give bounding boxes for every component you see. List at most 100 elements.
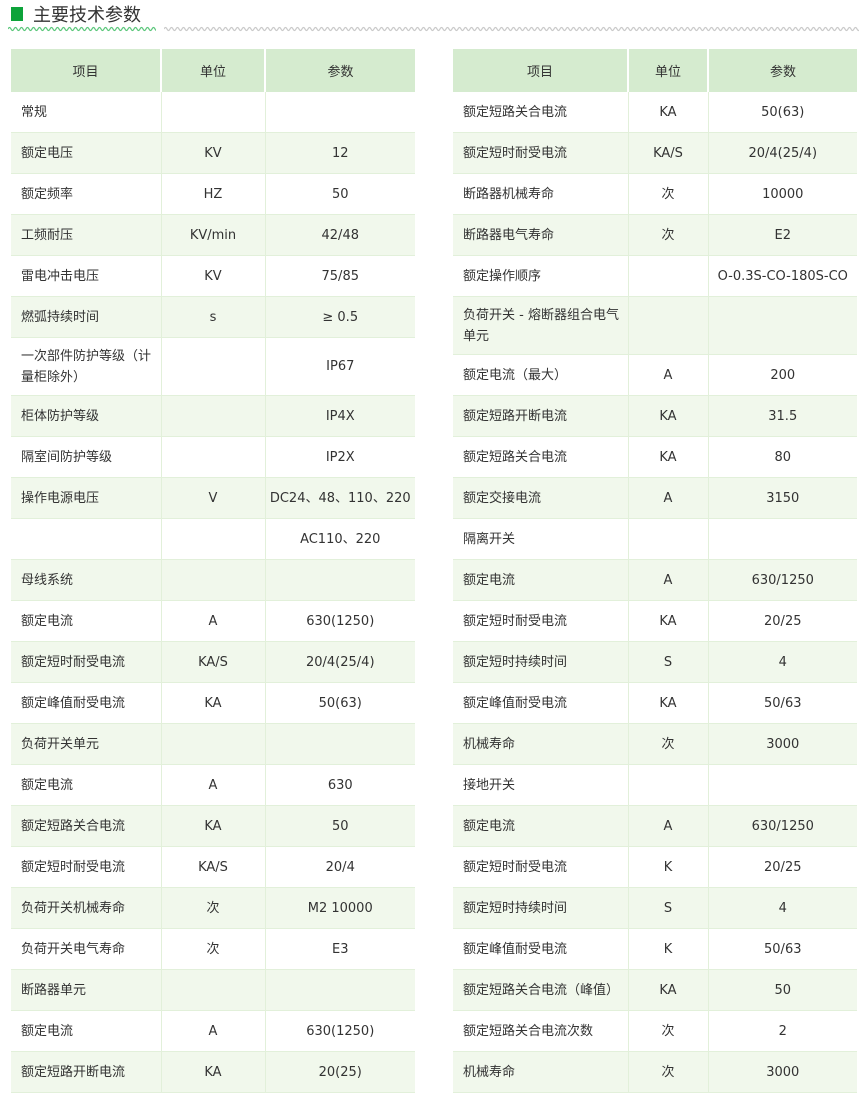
table-row: 额定电流 A 630(1250) [11, 1010, 415, 1052]
param-name: 额定短时耐受电流 [11, 641, 162, 683]
param-unit: S [628, 641, 709, 683]
param-value [265, 92, 415, 133]
param-value: E3 [265, 928, 415, 970]
param-unit [628, 764, 709, 806]
table-row: 额定短时持续时间 S 4 [453, 887, 857, 929]
param-name: 柜体防护等级 [11, 395, 162, 437]
table-row: 操作电源电压 V DC24、48、110、220 [11, 477, 415, 519]
header-item: 项目 [453, 49, 629, 92]
wave-divider [164, 26, 859, 32]
param-unit [161, 395, 266, 437]
param-unit: KA/S [628, 132, 709, 174]
param-name: 额定电压 [11, 132, 162, 174]
param-value: M2 10000 [265, 887, 415, 929]
table-row: 接地开关 [453, 764, 857, 806]
param-unit [161, 723, 266, 765]
left-parameter-table: 项目 单位 参数 常规 额定电压 KV 12 额定频率 HZ 50 工频耐压 KV/min 42/… [11, 49, 415, 1093]
param-name: 额定操作顺序 [453, 255, 629, 297]
param-name: 断路器机械寿命 [453, 173, 629, 215]
param-name: 额定短路关合电流 [11, 805, 162, 847]
param-value: 12 [265, 132, 415, 174]
param-value: 50 [265, 805, 415, 847]
param-value: 50(63) [265, 682, 415, 724]
param-unit: 次 [628, 723, 709, 765]
param-name: 隔离开关 [453, 518, 629, 560]
param-name: 额定峰值耐受电流 [453, 682, 629, 724]
param-value: 630(1250) [265, 1010, 415, 1052]
table-row: 负荷开关 - 熔断器组合电气单元 [453, 296, 857, 355]
param-unit: KV [161, 132, 266, 174]
param-name: 额定电流 [11, 764, 162, 806]
param-value: 50(63) [708, 92, 857, 133]
table-row: 雷电冲击电压 KV 75/85 [11, 255, 415, 297]
table-row: 额定短路关合电流 KA 80 [453, 436, 857, 478]
table-row: 额定短路关合电流 KA 50 [11, 805, 415, 847]
table-row: 隔室间防护等级 IP2X [11, 436, 415, 478]
param-name: 额定电流 [11, 1010, 162, 1052]
param-value: 200 [708, 354, 857, 396]
table-row: 母线系统 [11, 559, 415, 601]
param-name: 额定电流 [453, 559, 629, 601]
param-unit: KV/min [161, 214, 266, 256]
param-name: 机械寿命 [453, 723, 629, 765]
param-unit: 次 [628, 1051, 709, 1093]
param-name: 接地开关 [453, 764, 629, 806]
param-unit: A [628, 477, 709, 519]
table-row: 额定电流 A 630 [11, 764, 415, 806]
table-row: 机械寿命次 3000 [453, 723, 857, 765]
param-value: 4 [708, 887, 857, 929]
param-unit: 次 [161, 928, 266, 970]
param-unit: A [628, 559, 709, 601]
param-name: 额定频率 [11, 173, 162, 215]
param-unit: KV [161, 255, 266, 297]
param-value: 50 [708, 969, 857, 1011]
param-unit [161, 436, 266, 478]
param-value: 10000 [708, 173, 857, 215]
param-value [265, 969, 415, 1011]
param-value: 50 [265, 173, 415, 215]
param-unit: 次 [628, 173, 709, 215]
table-row: 额定短路关合电流次数次 2 [453, 1010, 857, 1052]
table-row: 额定频率 HZ 50 [11, 173, 415, 215]
table-header-row: 项目 单位 参数 [11, 49, 415, 92]
param-unit: A [161, 1010, 266, 1052]
param-unit: KA/S [161, 846, 266, 888]
param-value: 20/25 [708, 846, 857, 888]
table-row: 隔离开关 [453, 518, 857, 560]
table-row: 额定电流 A 630/1250 [453, 805, 857, 847]
param-name: 雷电冲击电压 [11, 255, 162, 297]
table-row: 额定峰值耐受电流 K 50/63 [453, 928, 857, 970]
param-name: 额定短路关合电流 [453, 436, 629, 478]
param-value [708, 518, 857, 560]
param-unit: KA [161, 805, 266, 847]
param-unit: KA [628, 436, 709, 478]
param-unit [161, 337, 266, 396]
param-name: 额定电流 [453, 805, 629, 847]
param-unit [628, 518, 709, 560]
param-name: 断路器单元 [11, 969, 162, 1011]
param-unit: KA [628, 969, 709, 1011]
param-unit: A [161, 600, 266, 642]
param-value: ≥ 0.5 [265, 296, 415, 338]
param-unit [161, 969, 266, 1011]
param-name: 操作电源电压 [11, 477, 162, 519]
param-name: 额定短路开断电流 [11, 1051, 162, 1093]
param-value: 20/4 [265, 846, 415, 888]
param-unit: KA [161, 1051, 266, 1093]
param-name: 额定短路关合电流（峰值） [453, 969, 629, 1011]
param-unit: 次 [628, 1010, 709, 1052]
param-unit: KA [628, 395, 709, 437]
param-value: E2 [708, 214, 857, 256]
param-value: 3000 [708, 1051, 857, 1093]
param-unit: KA [628, 92, 709, 133]
wave-divider-accent [8, 26, 156, 32]
param-value: IP67 [265, 337, 415, 396]
table-row: 额定峰值耐受电流 KA 50(63) [11, 682, 415, 724]
param-value: 20/4(25/4) [265, 641, 415, 683]
table-row: 额定电流（最大） A 200 [453, 354, 857, 396]
param-name: 负荷开关 - 熔断器组合电气单元 [453, 296, 629, 355]
param-unit: K [628, 928, 709, 970]
table-row: 负荷开关单元 [11, 723, 415, 765]
param-unit: KA/S [161, 641, 266, 683]
param-value: AC110、220 [265, 518, 415, 560]
